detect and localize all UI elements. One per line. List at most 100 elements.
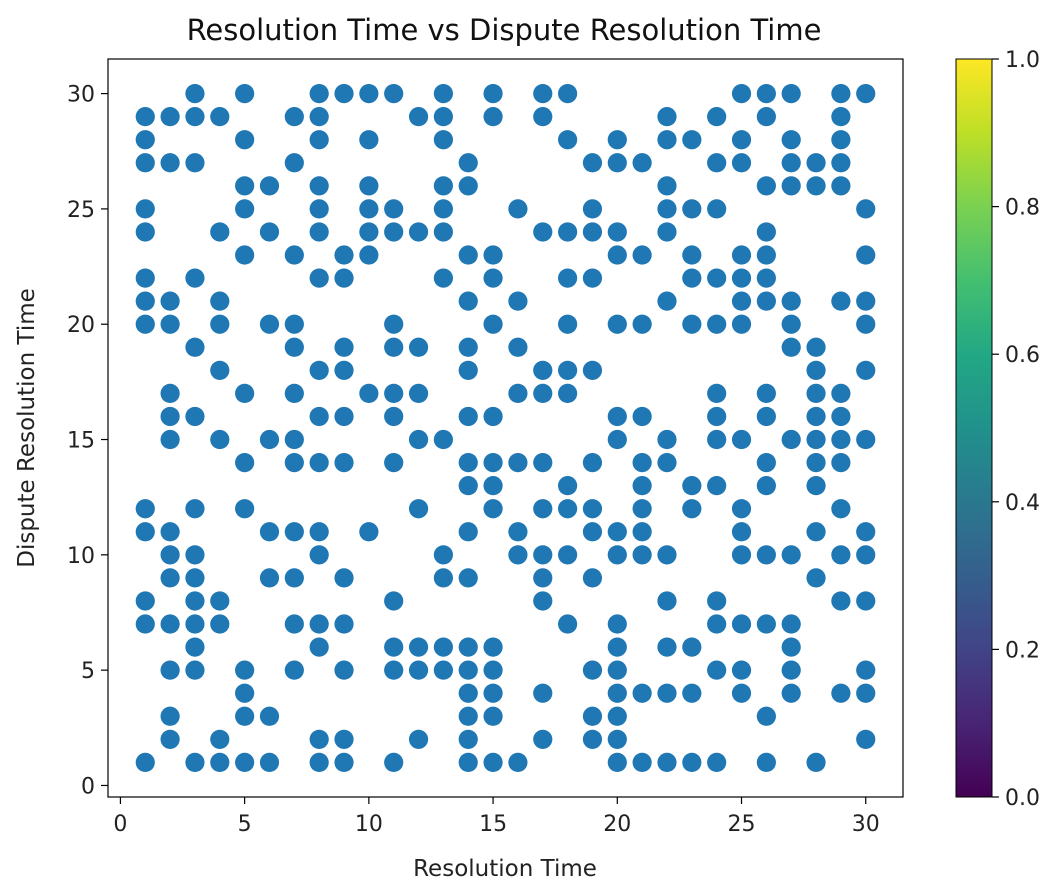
scatter-point [384, 222, 404, 242]
scatter-point [682, 752, 702, 773]
scatter-point [582, 568, 603, 588]
scatter-point [433, 176, 453, 196]
scatter-point [533, 360, 553, 380]
scatter-point [731, 429, 752, 450]
scatter-point [384, 314, 404, 334]
scatter-point [210, 591, 230, 611]
y-tick-label: 25 [67, 198, 95, 223]
scatter-point [707, 153, 727, 173]
scatter-point [558, 476, 578, 496]
scatter-point [384, 752, 404, 773]
scatter-point [483, 499, 503, 519]
scatter-point [657, 545, 677, 565]
scatter-point [831, 452, 851, 473]
scatter-point [707, 383, 727, 404]
scatter-point [682, 314, 702, 334]
scatter-point [533, 222, 553, 242]
scatter-point [632, 522, 652, 542]
scatter-point [756, 406, 776, 427]
scatter-point [657, 107, 677, 127]
scatter-point [533, 452, 553, 473]
scatter-point [607, 222, 627, 242]
scatter-point [359, 199, 379, 219]
scatter-point [806, 406, 826, 427]
scatter-point [309, 107, 329, 127]
scatter-point [831, 291, 851, 311]
scatter-point [806, 360, 826, 380]
scatter-point [657, 176, 677, 196]
scatter-point [632, 452, 652, 473]
scatter-point [682, 499, 702, 519]
scatter-point [458, 522, 478, 542]
scatter-point [284, 245, 304, 265]
scatter-point [309, 83, 329, 104]
scatter-point [160, 429, 180, 450]
scatter-point [185, 499, 205, 519]
scatter-point [334, 568, 354, 588]
scatter-point [458, 729, 478, 749]
scatter-point [508, 337, 528, 357]
scatter-point [632, 406, 652, 427]
scatter-point [707, 752, 727, 773]
scatter-point [284, 337, 304, 357]
scatter-point [384, 337, 404, 357]
scatter-point [657, 199, 677, 219]
scatter-point [856, 314, 876, 334]
scatter-point [210, 291, 230, 311]
scatter-point [210, 222, 230, 242]
scatter-point [831, 153, 851, 173]
scatter-point [707, 614, 727, 634]
colorbar-tick-label: 0.4 [1005, 491, 1040, 516]
scatter-point [309, 452, 329, 473]
scatter-point [235, 130, 255, 150]
scatter-point [235, 452, 255, 473]
scatter-point [309, 752, 329, 773]
scatter-point [309, 176, 329, 196]
scatter-point [533, 729, 553, 749]
y-tick-label: 0 [81, 774, 95, 799]
scatter-point [458, 568, 478, 588]
scatter-point [806, 383, 826, 404]
x-tick-label: 0 [113, 812, 127, 837]
scatter-point [508, 545, 528, 565]
scatter-point [856, 660, 876, 680]
scatter-point [483, 268, 503, 288]
scatter-point [483, 476, 503, 496]
scatter-point [458, 452, 478, 473]
colorbar-tick-label: 0.0 [1005, 786, 1040, 811]
scatter-point [707, 268, 727, 288]
scatter-point [334, 729, 354, 749]
scatter-point [458, 706, 478, 726]
scatter-point [259, 176, 280, 196]
scatter-point [160, 153, 180, 173]
scatter-point [309, 406, 329, 427]
scatter-point [458, 406, 478, 427]
scatter-point [309, 130, 329, 150]
scatter-point [582, 706, 603, 726]
scatter-point [582, 660, 603, 680]
scatter-point [160, 314, 180, 334]
scatter-point [831, 591, 851, 611]
scatter-point [856, 83, 876, 104]
x-tick-label: 25 [728, 812, 756, 837]
scatter-point [309, 360, 329, 380]
scatter-point [781, 291, 801, 311]
scatter-point [185, 568, 205, 588]
scatter-point [284, 314, 304, 334]
scatter-point [458, 683, 478, 703]
scatter-point [408, 729, 429, 749]
scatter-point [135, 199, 155, 219]
scatter-point [160, 706, 180, 726]
scatter-point [806, 429, 826, 450]
scatter-point [135, 614, 155, 634]
scatter-point [632, 683, 652, 703]
scatter-point [533, 383, 553, 404]
scatter-point [558, 83, 578, 104]
scatter-point [235, 176, 255, 196]
scatter-point [582, 522, 603, 542]
scatter-point [334, 360, 354, 380]
scatter-point [731, 245, 752, 265]
scatter-point [235, 83, 255, 104]
x-tick-label: 30 [852, 812, 880, 837]
scatter-point [384, 199, 404, 219]
